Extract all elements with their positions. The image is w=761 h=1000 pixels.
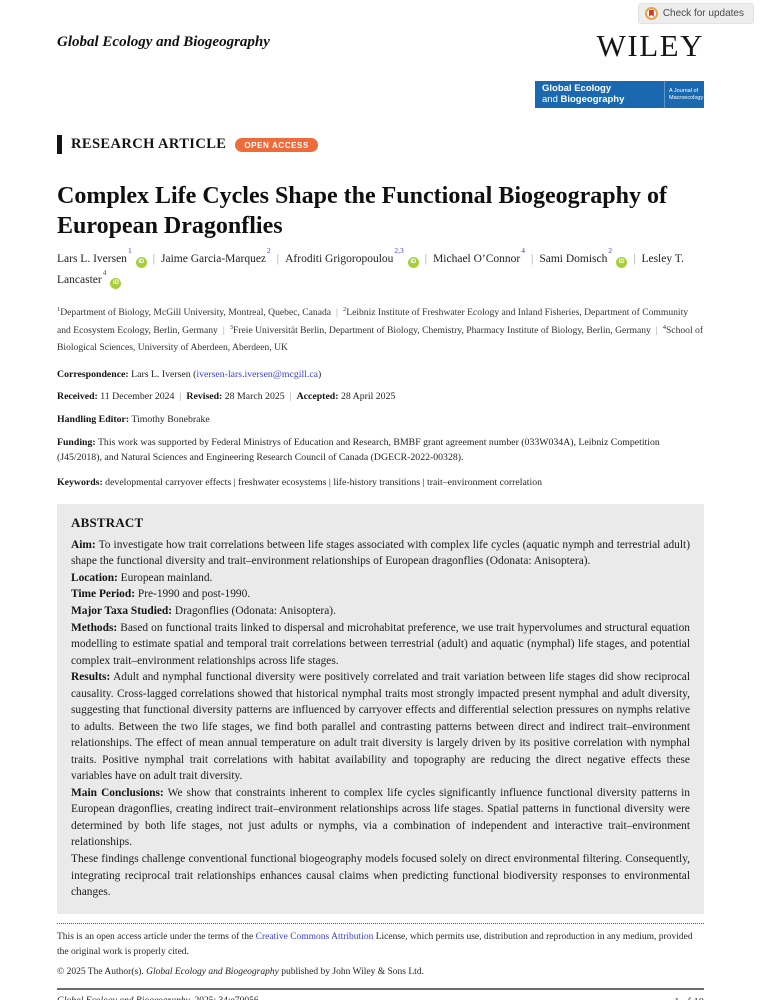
journal-cover-badge: Global Ecology and Biogeography A Journa… xyxy=(535,81,704,108)
author: Lesley T. Lancaster4 xyxy=(57,252,684,287)
check-for-updates-button[interactable]: Check for updates xyxy=(637,3,754,24)
author: Jaime Garcia-Marquez2 xyxy=(161,246,271,265)
abstract-paragraph: Major Taxa Studied: Dragonflies (Odonata… xyxy=(71,605,336,617)
author: Lars L. Iversen1 xyxy=(57,246,132,265)
abstract-paragraph: Location: European mainland. xyxy=(71,571,213,584)
dates-separator: | xyxy=(179,391,182,403)
author-separator: | xyxy=(152,252,155,265)
page-number: 1 of 10 xyxy=(674,996,704,1000)
abstract-section: ABSTRACT Aim: To investigate how trait c… xyxy=(57,503,704,914)
affiliation-separator: | xyxy=(336,307,338,319)
dotted-divider xyxy=(57,922,704,924)
abstract-paragraph: Time Period: Pre-1990 and post-1990. xyxy=(71,588,251,601)
author-separator: | xyxy=(276,252,280,265)
author-separator: | xyxy=(633,252,636,265)
author-list: Lars L. Iversen1iD | Jaime Garcia-Marquez2… xyxy=(57,246,704,291)
affiliation: 3Freie Universität Berlin, Department of… xyxy=(229,324,651,337)
citation-block: Global Ecology and Biogeography, 2025; 3… xyxy=(57,996,259,1000)
wiley-logo: WILEY xyxy=(596,28,704,63)
abstract-paragraph: Methods: Based on functional traits link… xyxy=(71,621,690,667)
journal-name: Global Ecology and Biogeography xyxy=(57,34,270,50)
abstract-heading: ABSTRACT xyxy=(71,514,144,530)
footer-divider xyxy=(57,987,704,990)
bookmark-icon xyxy=(648,10,654,17)
section-marker-bar xyxy=(57,135,62,154)
publisher-brand: WILEY Global Ecology and Biogeography A … xyxy=(535,30,704,108)
handling-editor-line: Handling Editor: Timothy Bonebrake xyxy=(57,414,210,426)
funding-line: Funding: This work was supported by Fede… xyxy=(57,436,660,463)
footer-info-row: Global Ecology and Biogeography, 2025; 3… xyxy=(57,996,704,1000)
affiliation: 2Leibniz Institute of Freshwater Ecology… xyxy=(57,306,689,337)
author: Michael O’Connor4 xyxy=(433,246,526,265)
abstract-paragraph: These findings challenge conventional fu… xyxy=(71,852,690,899)
affiliation-list: 1Department of Biology, McGill Universit… xyxy=(57,304,704,357)
creative-commons-link[interactable]: Creative Commons Attribution xyxy=(255,931,374,942)
abstract-paragraph: Main Conclusions: We show that constrain… xyxy=(71,786,690,849)
dates-line: Received: 11 December 2024 | Revised: 28 M… xyxy=(57,391,396,403)
author: Afroditi Grigoropoulou2,3 xyxy=(285,246,404,265)
orcid-icon[interactable]: iD xyxy=(135,256,147,268)
keywords-line: Keywords: developmental carryover effect… xyxy=(57,477,543,489)
license-statement: This is an open access article under the… xyxy=(57,931,693,958)
copyright-statement: © 2025 The Author(s). Global Ecology and… xyxy=(57,966,424,977)
check-updates-icon xyxy=(644,7,658,20)
author-separator: | xyxy=(531,252,534,265)
affiliation-separator: | xyxy=(222,325,225,337)
article-title: Complex Life Cycles Shape the Functional… xyxy=(57,183,667,239)
affiliation-separator: | xyxy=(655,325,658,337)
orcid-icon[interactable]: iD xyxy=(616,256,628,268)
correspondence-email-link[interactable]: iversen-lars.iversen@mcgill.ca xyxy=(196,368,319,380)
article-type-row: RESEARCH ARTICLE OPEN ACCESS xyxy=(57,135,704,154)
dates-separator: | xyxy=(289,391,292,403)
author-separator: | xyxy=(424,252,428,265)
check-updates-label: Check for updates xyxy=(662,8,744,19)
orcid-icon[interactable]: iD xyxy=(407,256,419,268)
orcid-icon[interactable]: iD xyxy=(110,278,122,290)
open-access-badge: OPEN ACCESS xyxy=(235,137,318,152)
correspondence-line: Correspondence: Lars L. Iversen (iversen… xyxy=(57,368,322,380)
author: Sami Domisch2 xyxy=(539,246,613,265)
page-header: Global Ecology and Biogeography WILEY Gl… xyxy=(57,30,704,108)
journal-badge-tagline: A Journal of Macroecology xyxy=(664,81,704,108)
journal-badge-title: Global Ecology and Biogeography xyxy=(542,83,625,105)
abstract-paragraph: Aim: To investigate how trait correlatio… xyxy=(71,538,690,568)
affiliation: 4School of Biological Sciences, Universi… xyxy=(57,324,704,353)
journal-citation: Global Ecology and Biogeography, 2025; 3… xyxy=(57,996,259,1000)
abstract-paragraph: Results: Adult and nymphal functional di… xyxy=(71,671,690,783)
affiliation: 1Department of Biology, McGill Universit… xyxy=(57,306,332,319)
article-type-label: RESEARCH ARTICLE xyxy=(71,136,227,152)
